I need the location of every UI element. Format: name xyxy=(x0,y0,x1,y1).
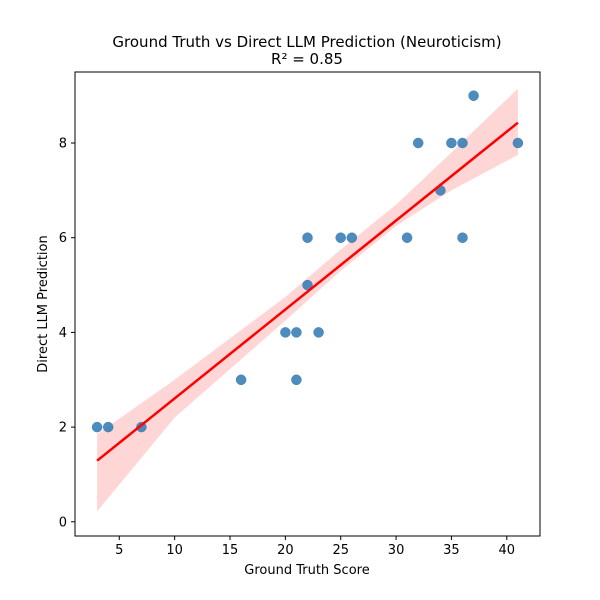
x-tick-label: 5 xyxy=(115,543,123,558)
regression-line xyxy=(96,121,519,462)
chart-title: Ground Truth vs Direct LLM Prediction (N… xyxy=(112,33,501,51)
data-point xyxy=(313,327,324,338)
data-point xyxy=(291,327,302,338)
y-tick-label: 6 xyxy=(59,231,67,246)
x-tick-label: 35 xyxy=(443,543,460,558)
x-axis: 5 10 15 20 25 30 35 40 xyxy=(115,536,515,558)
data-point xyxy=(280,327,291,338)
data-point xyxy=(102,421,114,433)
y-tick-label: 2 xyxy=(59,421,67,436)
confidence-band xyxy=(97,88,518,512)
x-tick-label: 20 xyxy=(277,543,294,558)
data-point xyxy=(446,137,457,149)
y-tick-label: 4 xyxy=(59,326,67,341)
x-axis-label: Ground Truth Score xyxy=(244,563,369,578)
data-point xyxy=(346,232,358,243)
plot-area xyxy=(91,88,524,512)
axes-frame xyxy=(74,71,541,537)
data-point xyxy=(235,374,247,386)
y-tick-label: 8 xyxy=(59,137,67,152)
data-point xyxy=(401,232,413,243)
data-point xyxy=(412,137,424,149)
data-point xyxy=(457,232,468,243)
data-point xyxy=(291,374,302,386)
y-axis: 0 2 4 6 8 xyxy=(59,137,75,530)
x-tick-label: 40 xyxy=(499,543,516,558)
data-point xyxy=(457,137,468,149)
data-point xyxy=(302,232,313,243)
data-point xyxy=(468,90,479,101)
x-tick-label: 30 xyxy=(388,543,405,558)
y-axis-label: Direct LLM Prediction xyxy=(36,235,51,372)
y-tick-label: 0 xyxy=(59,515,67,530)
chart-subtitle: R² = 0.85 xyxy=(271,50,343,68)
data-point xyxy=(335,232,346,243)
data-point xyxy=(512,137,524,149)
data-point xyxy=(91,421,103,433)
x-tick-label: 25 xyxy=(332,543,349,558)
x-tick-label: 10 xyxy=(166,543,183,558)
x-tick-label: 15 xyxy=(222,543,239,558)
